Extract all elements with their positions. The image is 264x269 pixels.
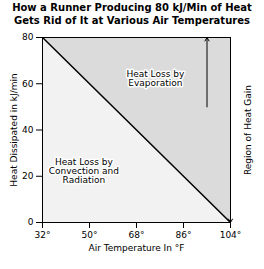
svg-text:Air Temperature In °F: Air Temperature In °F xyxy=(89,243,185,253)
svg-text:80: 80 xyxy=(22,32,34,42)
svg-text:68°: 68° xyxy=(129,230,145,240)
svg-text:50°: 50° xyxy=(82,230,98,240)
svg-text:Heat Dissipated in kJ/min: Heat Dissipated in kJ/min xyxy=(9,73,19,186)
svg-text:32°: 32° xyxy=(35,230,51,240)
html-text:How a Runner Producing 80 kJ/M: How a Runner Producing 80 kJ/Min of Heat… xyxy=(12,2,252,26)
svg-text:Region of Heat Gain: Region of Heat Gain xyxy=(243,85,253,175)
svg-text:60: 60 xyxy=(22,79,34,89)
svg-text:40: 40 xyxy=(22,125,34,135)
svg-text:86°: 86° xyxy=(176,230,192,240)
svg-text:0: 0 xyxy=(28,217,34,227)
svg-text:Heat Loss byConvection andRadi: Heat Loss byConvection andRadiation xyxy=(49,157,119,185)
svg-text:104°: 104° xyxy=(220,230,242,240)
svg-text:20: 20 xyxy=(22,171,34,181)
svg-text:Heat Loss byEvaporation: Heat Loss byEvaporation xyxy=(126,69,185,88)
